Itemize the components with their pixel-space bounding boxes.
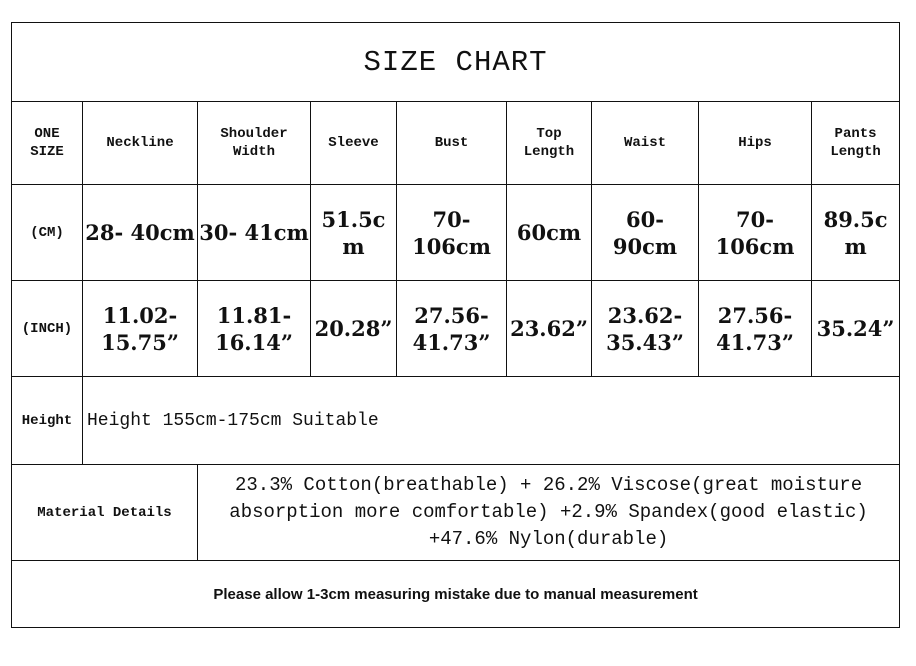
header-cell: Bust — [396, 101, 507, 185]
chart-title: SIZE CHART — [10, 22, 901, 102]
row-label: Height — [11, 376, 83, 465]
value-cell: 89.5c m — [810, 184, 901, 281]
value-cell: 20.28” — [310, 280, 397, 377]
cm-row: (CM) 28- 40cm 30- 41cm 51.5c m 70- 106cm… — [11, 184, 901, 281]
material-text: 23.3% Cotton(breathable) + 26.2% Viscose… — [196, 464, 901, 561]
header-cell: Waist — [591, 101, 699, 185]
header-cell: Shoulder Width — [197, 101, 311, 185]
value-cell: 11.81- 16.14” — [197, 280, 311, 377]
footer-row: Please allow 1-3cm measuring mistake due… — [10, 560, 901, 628]
row-label: Material Details — [11, 464, 198, 561]
value-cell: 60cm — [506, 184, 592, 281]
value-cell: 27.56- 41.73” — [396, 280, 507, 377]
header-cell: ONE SIZE — [11, 101, 83, 185]
row-label: (CM) — [11, 184, 83, 281]
value-cell: 23.62” — [506, 280, 592, 377]
value-cell: 35.24” — [810, 280, 901, 377]
header-cell: Neckline — [82, 101, 198, 185]
material-row: Material Details 23.3% Cotton(breathable… — [11, 464, 901, 561]
height-text: Height 155cm-175cm Suitable — [81, 376, 901, 465]
header-cell: Sleeve — [310, 101, 397, 185]
value-cell: 51.5c m — [310, 184, 397, 281]
footer-note: Please allow 1-3cm measuring mistake due… — [10, 560, 901, 628]
value-cell: 27.56- 41.73” — [698, 280, 812, 377]
value-cell: 70- 106cm — [698, 184, 812, 281]
inch-row: (INCH) 11.02- 15.75” 11.81- 16.14” 20.28… — [11, 280, 901, 377]
header-cell: Pants Length — [810, 101, 901, 185]
value-cell: 11.02- 15.75” — [82, 280, 198, 377]
header-row: ONE SIZE Neckline Shoulder Width Sleeve … — [11, 101, 901, 185]
header-cell: Top Length — [506, 101, 592, 185]
value-cell: 70- 106cm — [396, 184, 507, 281]
value-cell: 60- 90cm — [591, 184, 699, 281]
header-cell: Hips — [698, 101, 812, 185]
value-cell: 23.62- 35.43” — [591, 280, 699, 377]
row-label: (INCH) — [11, 280, 83, 377]
value-cell: 30- 41cm — [197, 184, 311, 281]
height-row: Height Height 155cm-175cm Suitable — [11, 376, 901, 465]
size-chart-table: SIZE CHART ONE SIZE Neckline Shoulder Wi… — [10, 22, 901, 628]
value-cell: 28- 40cm — [82, 184, 198, 281]
